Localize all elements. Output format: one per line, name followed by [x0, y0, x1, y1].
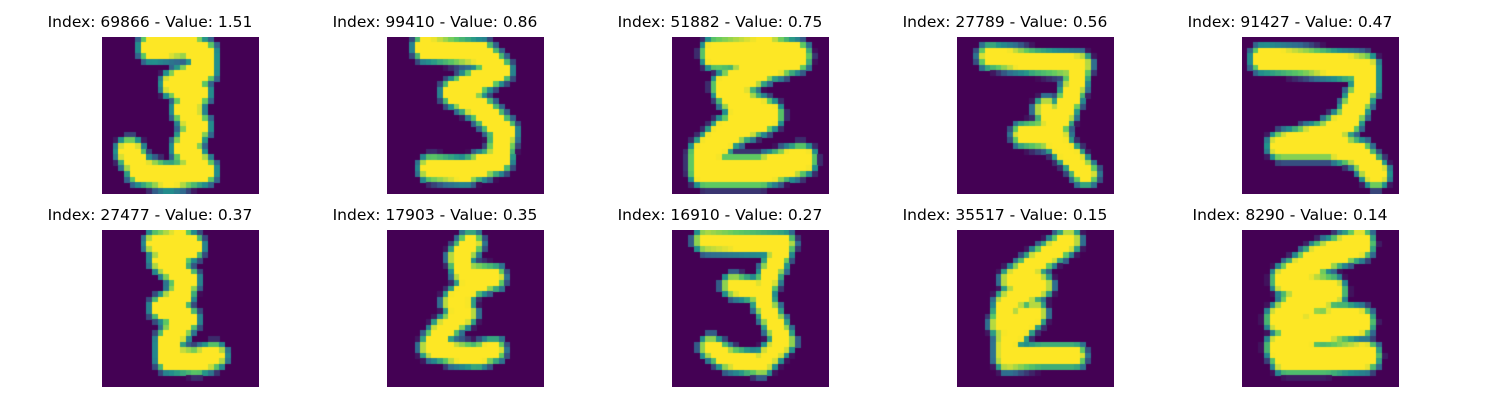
digit-image: [1242, 37, 1399, 194]
digit-image: [387, 230, 544, 387]
panel-title: Index: 17903 - Value: 0.35: [332, 206, 538, 224]
panel-title: Index: 27789 - Value: 0.56: [902, 13, 1108, 31]
digit-image: [102, 37, 259, 194]
panel-title: Index: 27477 - Value: 0.37: [47, 206, 253, 224]
digit-panel: Index: 35517 - Value: 0.15: [855, 205, 1155, 395]
panel-title: Index: 35517 - Value: 0.15: [902, 206, 1108, 224]
digit-panel: Index: 27789 - Value: 0.56: [855, 12, 1155, 202]
panel-title: Index: 16910 - Value: 0.27: [617, 206, 823, 224]
digit-image: [387, 37, 544, 194]
digit-panel: Index: 91427 - Value: 0.47: [1140, 12, 1440, 202]
panel-title: Index: 91427 - Value: 0.47: [1187, 13, 1393, 31]
digit-panel: Index: 69866 - Value: 1.51: [0, 12, 300, 202]
digit-image: [957, 37, 1114, 194]
panel-title: Index: 8290 - Value: 0.14: [1192, 206, 1388, 224]
digit-panel: Index: 51882 - Value: 0.75: [570, 12, 870, 202]
digit-image: [957, 230, 1114, 387]
digit-panel: Index: 27477 - Value: 0.37: [0, 205, 300, 395]
digit-image: [672, 37, 829, 194]
panel-title: Index: 51882 - Value: 0.75: [617, 13, 823, 31]
digit-panel: Index: 8290 - Value: 0.14: [1140, 205, 1440, 395]
digit-panel: Index: 99410 - Value: 0.86: [285, 12, 585, 202]
digit-panel: Index: 17903 - Value: 0.35: [285, 205, 585, 395]
digit-image: [1242, 230, 1399, 387]
digit-image: [102, 230, 259, 387]
digit-panel: Index: 16910 - Value: 0.27: [570, 205, 870, 395]
panel-title: Index: 99410 - Value: 0.86: [332, 13, 538, 31]
digit-image: [672, 230, 829, 387]
panel-title: Index: 69866 - Value: 1.51: [47, 13, 253, 31]
